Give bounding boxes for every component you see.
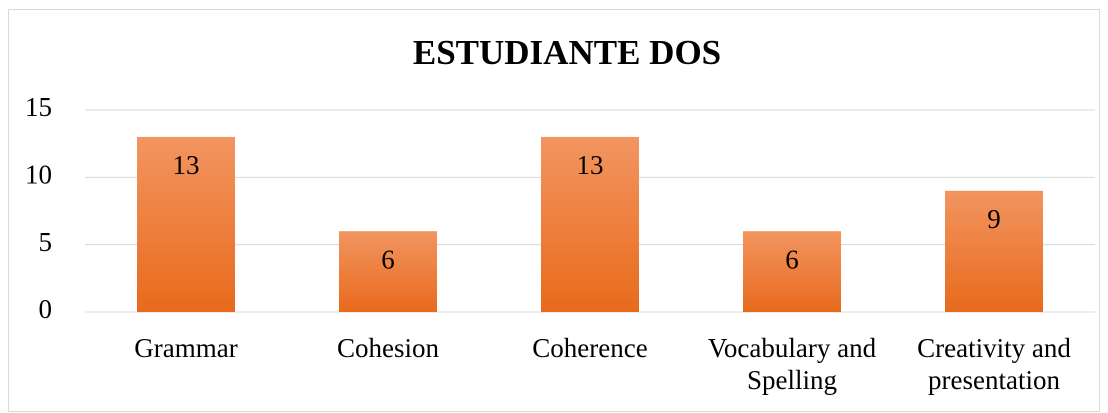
bar [137, 136, 235, 312]
x-tick-label: Grammar [134, 333, 238, 363]
bar [541, 136, 639, 312]
y-tick-label: 0 [39, 294, 53, 324]
y-tick-label: 10 [25, 160, 52, 190]
bar [743, 231, 841, 312]
x-tick-label-box: Vocabulary and Spelling [707, 333, 877, 395]
x-tick-label-box: Grammar [134, 333, 238, 363]
value-label: 6 [381, 244, 395, 274]
value-label: 6 [785, 244, 799, 274]
x-tick-label-box: Cohesion [336, 333, 439, 363]
bar [339, 231, 437, 312]
x-tick-label: Vocabulary and Spelling [707, 333, 877, 395]
y-tick-label: 15 [25, 92, 52, 122]
value-label: 13 [173, 150, 200, 180]
y-tick-label: 5 [39, 227, 53, 257]
x-tick-label: Cohesion [336, 333, 439, 363]
x-tick-label: Coherence [532, 333, 648, 363]
x-tick-label-box: Creativity and presentation [917, 333, 1071, 395]
chart-title: ESTUDIANTE DOS [413, 33, 721, 72]
x-tick-label-box: Coherence [532, 333, 648, 363]
x-tick-label: Creativity and presentation [917, 333, 1071, 395]
bar [945, 190, 1043, 312]
value-label: 9 [987, 204, 1001, 234]
value-label: 13 [577, 150, 604, 180]
